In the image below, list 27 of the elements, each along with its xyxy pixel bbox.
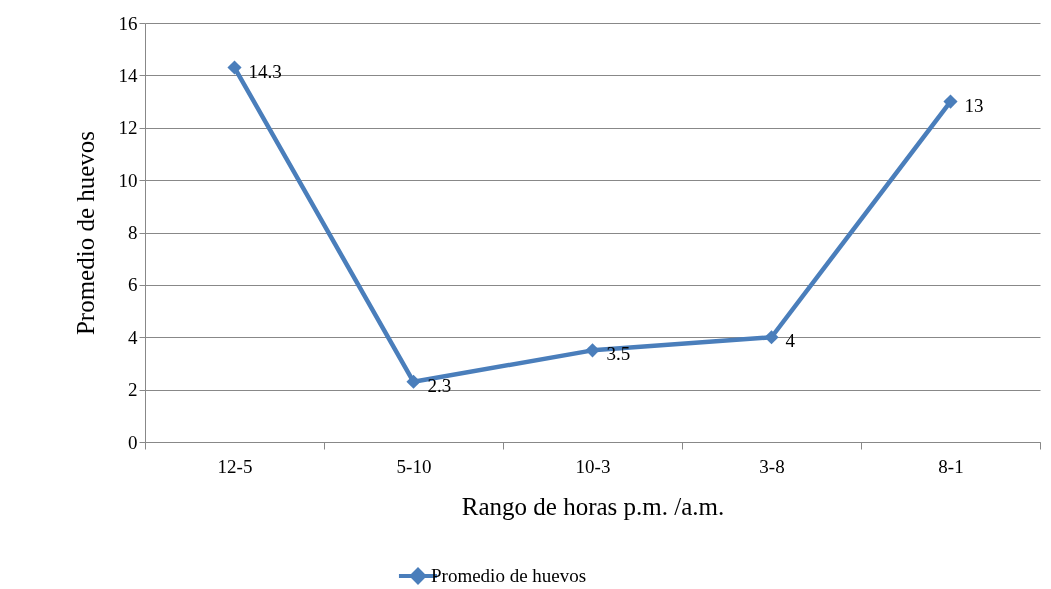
x-tick-label: 10-3 xyxy=(575,455,611,477)
y-tick-label: 16 xyxy=(118,12,138,34)
point xyxy=(227,60,242,75)
x-axis-title: Rango de horas p.m. /a.m. xyxy=(461,492,725,520)
y-tick-label: 8 xyxy=(128,222,138,243)
y-tick-label: 0 xyxy=(128,431,138,453)
point xyxy=(406,374,421,389)
y-tick-label: 14 xyxy=(118,64,138,86)
x-tick-label: 5-10 xyxy=(396,455,432,477)
x-tick-label: 8-1 xyxy=(938,455,964,477)
data-label: 3.5 xyxy=(606,343,631,365)
x-tick-label: 12-5 xyxy=(217,455,253,477)
y-tick-label: 4 xyxy=(128,326,138,348)
data-label: 13 xyxy=(964,94,984,116)
legend-label: Promedio de huevos xyxy=(431,565,587,586)
point xyxy=(943,94,958,109)
y-tick-label: 6 xyxy=(128,274,138,296)
y-tick-label: 2 xyxy=(128,379,138,401)
x-tick-label: 3-8 xyxy=(759,455,785,477)
y-tick-label: 12 xyxy=(118,117,138,139)
data-label: 4 xyxy=(785,330,796,352)
point xyxy=(764,330,779,345)
point xyxy=(585,343,600,358)
y-axis-title: Promedio de huevos xyxy=(71,130,99,336)
data-label: 14.3 xyxy=(248,60,282,82)
data-label: 2.3 xyxy=(427,374,452,396)
y-tick-label: 10 xyxy=(118,169,138,191)
